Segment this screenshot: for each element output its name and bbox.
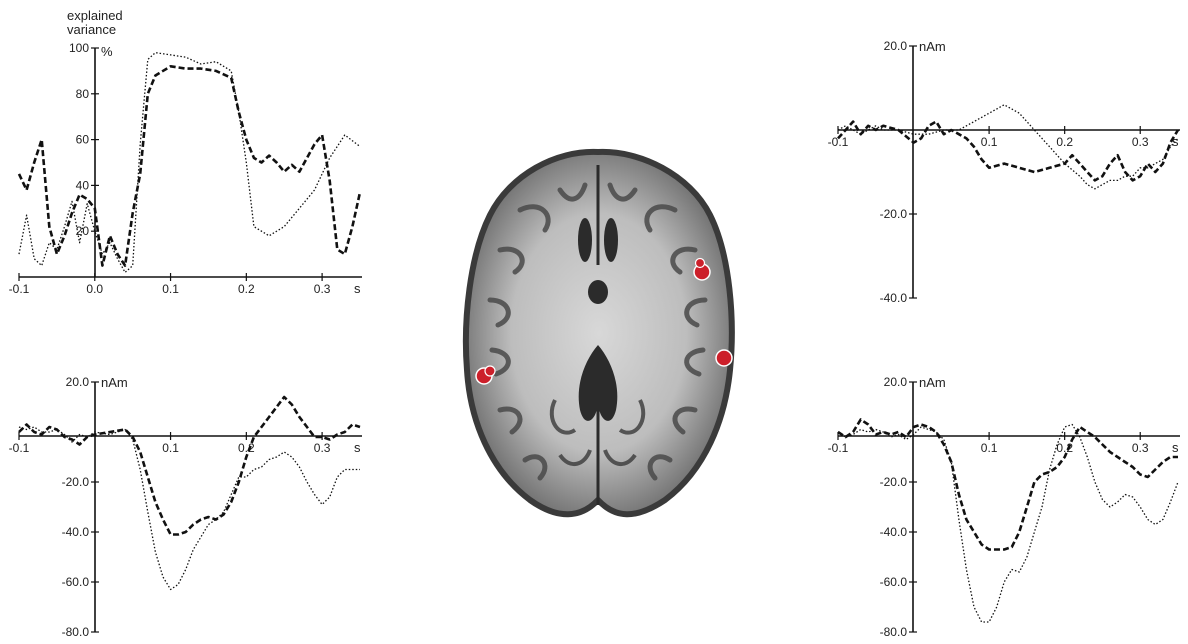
x-tick-label: 0.0 <box>86 282 103 296</box>
y-tick-label: -20.0 <box>880 475 908 489</box>
x-tick-label: 0.3 <box>1132 135 1149 149</box>
chart-panel-bottom-left: -0.1 0.1 0.2 0.3 s 20.0 -20.0 -40.0 -60.0 -80.0 nA… <box>9 375 362 639</box>
series-line-dashed <box>17 65 362 267</box>
y-tick-label: -40.0 <box>62 525 90 539</box>
y-tick-label: -80.0 <box>880 625 908 639</box>
y-tick-label: 20.0 <box>66 375 90 389</box>
x-tick-label: 0.2 <box>238 282 255 296</box>
x-tick-label: 0.2 <box>238 441 255 455</box>
y-tick-label: 20 <box>76 224 90 238</box>
y-tick-label: 100 <box>69 41 89 55</box>
series-line-dotted <box>837 423 1179 623</box>
x-tick-label: 0.1 <box>981 135 998 149</box>
y-tick-label: 60 <box>76 133 90 147</box>
y-tick-label: -20.0 <box>62 475 90 489</box>
x-tick-label: 0.2 <box>1056 441 1073 455</box>
x-tick-label: -0.1 <box>9 441 30 455</box>
x-tick-label: -0.1 <box>828 441 849 455</box>
source-marker-right-upper <box>693 257 711 281</box>
series-line-dashed <box>837 120 1180 182</box>
y-axis-title-line: variance <box>67 22 116 37</box>
y-tick-label: 80 <box>76 87 90 101</box>
y-tick-label: -20.0 <box>880 207 908 221</box>
source-marker-left <box>475 365 496 385</box>
series-line-dashed <box>837 418 1178 551</box>
x-tick-label: 0.3 <box>314 441 331 455</box>
x-tick-label: 0.1 <box>162 441 179 455</box>
series-line-dotted <box>18 51 361 274</box>
y-unit-label: nAm <box>101 375 128 390</box>
x-unit-label: s <box>1172 134 1179 149</box>
y-tick-label: 20.0 <box>884 375 908 389</box>
chart-panel-top-right: -0.1 0.1 0.2 0.3 s 20.0 -20.0 -40.0 nAm <box>828 39 1180 305</box>
x-tick-label: -0.1 <box>828 135 849 149</box>
series-line-dotted <box>18 426 360 591</box>
series-line-dotted <box>837 104 1179 190</box>
y-unit-label: nAm <box>919 375 946 390</box>
y-axis-title-line: explained <box>67 8 123 23</box>
chart-panel-top-left: -0.1 0.0 0.1 0.2 0.3 s 20 40 60 80 100 % explainedva… <box>9 8 362 296</box>
y-tick-label: -60.0 <box>880 575 908 589</box>
x-tick-label: 0.3 <box>314 282 331 296</box>
y-tick-label: 20.0 <box>884 39 908 53</box>
x-tick-label: 0.1 <box>981 441 998 455</box>
x-tick-label: 0.3 <box>1132 441 1149 455</box>
x-tick-label: -0.1 <box>9 282 30 296</box>
y-tick-label: -40.0 <box>880 525 908 539</box>
chart-panel-bottom-right: -0.1 0.1 0.2 0.3 s 20.0 -20.0 -40.0 -60.0 -80.0 nA… <box>828 375 1180 639</box>
y-tick-label: -80.0 <box>62 625 90 639</box>
x-tick-label: 0.2 <box>1056 135 1073 149</box>
x-tick-label: 0.1 <box>162 282 179 296</box>
y-unit-label: nAm <box>919 39 946 54</box>
x-unit-label: s <box>354 281 361 296</box>
x-unit-label: s <box>354 440 361 455</box>
y-tick-label: -40.0 <box>880 291 908 305</box>
x-unit-label: s <box>1172 440 1179 455</box>
y-unit-label: % <box>101 44 113 59</box>
y-tick-label: -60.0 <box>62 575 90 589</box>
series-line-dashed <box>18 395 361 536</box>
y-tick-label: 40 <box>76 178 90 192</box>
brain-mri-image <box>462 148 735 518</box>
source-marker-right-lower <box>715 349 733 367</box>
